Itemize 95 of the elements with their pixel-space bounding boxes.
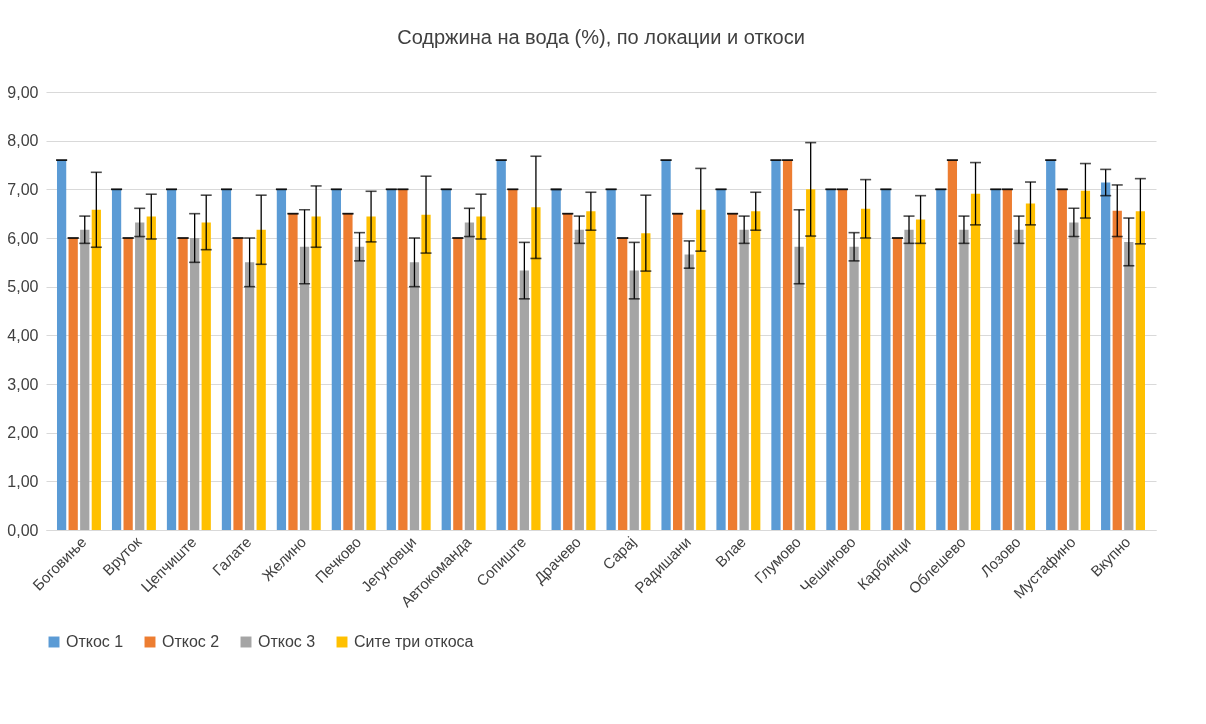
bar: [771, 160, 781, 530]
bar: [586, 211, 596, 530]
bar: [959, 229, 969, 530]
bar: [970, 193, 981, 530]
bar: [453, 238, 463, 530]
bar: [366, 216, 376, 530]
bar: [496, 160, 506, 530]
y-tick-label: 9,00: [7, 83, 39, 101]
bar: [794, 246, 804, 530]
bar: [673, 213, 683, 530]
bar: [563, 213, 573, 530]
bar: [288, 213, 298, 530]
bar: [1057, 189, 1067, 530]
bar: [233, 238, 243, 530]
bar: [1112, 210, 1122, 530]
bar: [178, 238, 188, 530]
bar: [135, 222, 145, 530]
bar: [123, 238, 133, 530]
bar: [629, 270, 639, 530]
bar: [881, 189, 891, 530]
bar: [1101, 182, 1111, 530]
legend-label: Откос 2: [162, 633, 220, 650]
bar: [476, 216, 486, 530]
y-tick-label: 2,00: [7, 424, 39, 442]
bar: [936, 189, 946, 530]
bar: [80, 229, 90, 530]
y-tick-label: 6,00: [7, 229, 39, 247]
chart-title: Содржина на вода (%), по локации и откоси: [397, 26, 805, 48]
bar: [331, 189, 341, 530]
y-tick-label: 7,00: [7, 180, 39, 198]
bar: [354, 246, 365, 530]
bar: [244, 262, 255, 530]
bar: [409, 262, 420, 530]
bar: [826, 189, 836, 530]
bar: [299, 246, 310, 530]
bar: [751, 211, 761, 530]
bar: [684, 254, 694, 530]
bar: [111, 189, 122, 530]
bar: [641, 233, 651, 530]
bar: [727, 213, 738, 530]
y-tick-label: 4,00: [7, 326, 39, 344]
bar: [276, 189, 287, 530]
bar: [531, 207, 541, 530]
bar: [947, 160, 958, 530]
bar: [551, 189, 561, 530]
bar: [311, 216, 321, 530]
bar: [904, 229, 914, 530]
bar: [398, 189, 408, 530]
bar: [441, 189, 451, 530]
bar: [849, 246, 859, 530]
bar: [892, 238, 903, 530]
bar: [1046, 160, 1056, 530]
bar: [190, 238, 200, 530]
bar: [661, 160, 671, 530]
bar: [782, 160, 793, 530]
bar: [519, 270, 529, 530]
bar: [861, 208, 871, 530]
bar: [837, 189, 848, 530]
bar: [166, 189, 177, 530]
bar: [806, 189, 816, 530]
legend-label: Сите три откоса: [354, 633, 474, 650]
bar: [618, 238, 628, 530]
bar: [1080, 190, 1091, 530]
y-tick-label: 8,00: [7, 132, 39, 150]
legend-label: Откос 1: [66, 633, 124, 650]
bar: [739, 229, 749, 530]
bar: [421, 214, 431, 530]
bar: [386, 189, 396, 530]
bar: [1069, 222, 1079, 530]
bar: [716, 189, 726, 530]
bar: [91, 209, 101, 530]
bar: [696, 209, 706, 530]
y-tick-label: 3,00: [7, 375, 39, 393]
bar: [1124, 241, 1134, 530]
bar: [343, 213, 353, 530]
bar: [915, 219, 926, 530]
y-tick-label: 1,00: [7, 472, 39, 490]
bar: [1014, 229, 1024, 530]
bar: [56, 160, 67, 530]
bar: [68, 238, 78, 530]
bar: [508, 189, 518, 530]
bar: [146, 216, 156, 530]
bar: [1025, 203, 1036, 530]
bar: [256, 229, 266, 530]
bar: [606, 189, 616, 530]
bar: [464, 222, 475, 530]
bar: [574, 229, 584, 530]
legend-label: Откос 3: [258, 633, 316, 650]
bar: [1135, 211, 1146, 530]
bar: [1002, 189, 1012, 530]
bar: [221, 189, 232, 530]
bar: [991, 189, 1001, 530]
bar: [201, 222, 211, 530]
y-tick-label: 5,00: [7, 278, 39, 296]
y-tick-label: 0,00: [7, 521, 39, 539]
